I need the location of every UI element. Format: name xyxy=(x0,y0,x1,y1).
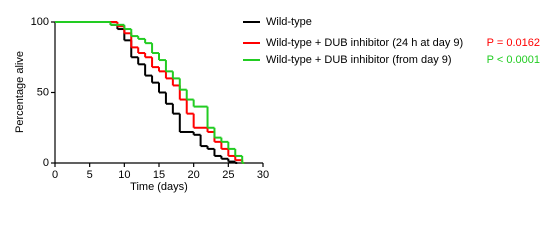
x-tick-label: 5 xyxy=(87,169,93,181)
p-value: P < 0.0001 xyxy=(487,54,540,66)
x-tick-label: 25 xyxy=(222,169,234,181)
x-tick-label: 0 xyxy=(52,169,58,181)
legend-label: Wild-type + DUB inhibitor (24 h at day 9… xyxy=(266,37,463,49)
chart: Percentage alive Time (days) 0 50 100 0 5 10 1… xyxy=(14,16,540,193)
legend-label: Wild-type + DUB inhibitor (from day 9) xyxy=(266,54,452,66)
y-tick-label: 0 xyxy=(43,157,49,169)
x-axis-label: Time (days) xyxy=(130,181,188,193)
page: {"chart_data": {"type": "step", "x_label… xyxy=(13,15,540,193)
x-tick-label: 10 xyxy=(118,169,130,181)
y-tick-label: 50 xyxy=(37,86,49,98)
y-axis-label: Percentage alive xyxy=(14,51,26,133)
x-tick-label: 15 xyxy=(153,169,165,181)
x-tick-label: 30 xyxy=(257,169,269,181)
x-tick-label: 20 xyxy=(188,169,200,181)
y-tick-label: 100 xyxy=(31,16,49,28)
legend-label: Wild-type xyxy=(266,16,312,28)
p-value: P = 0.0162 xyxy=(487,37,540,49)
